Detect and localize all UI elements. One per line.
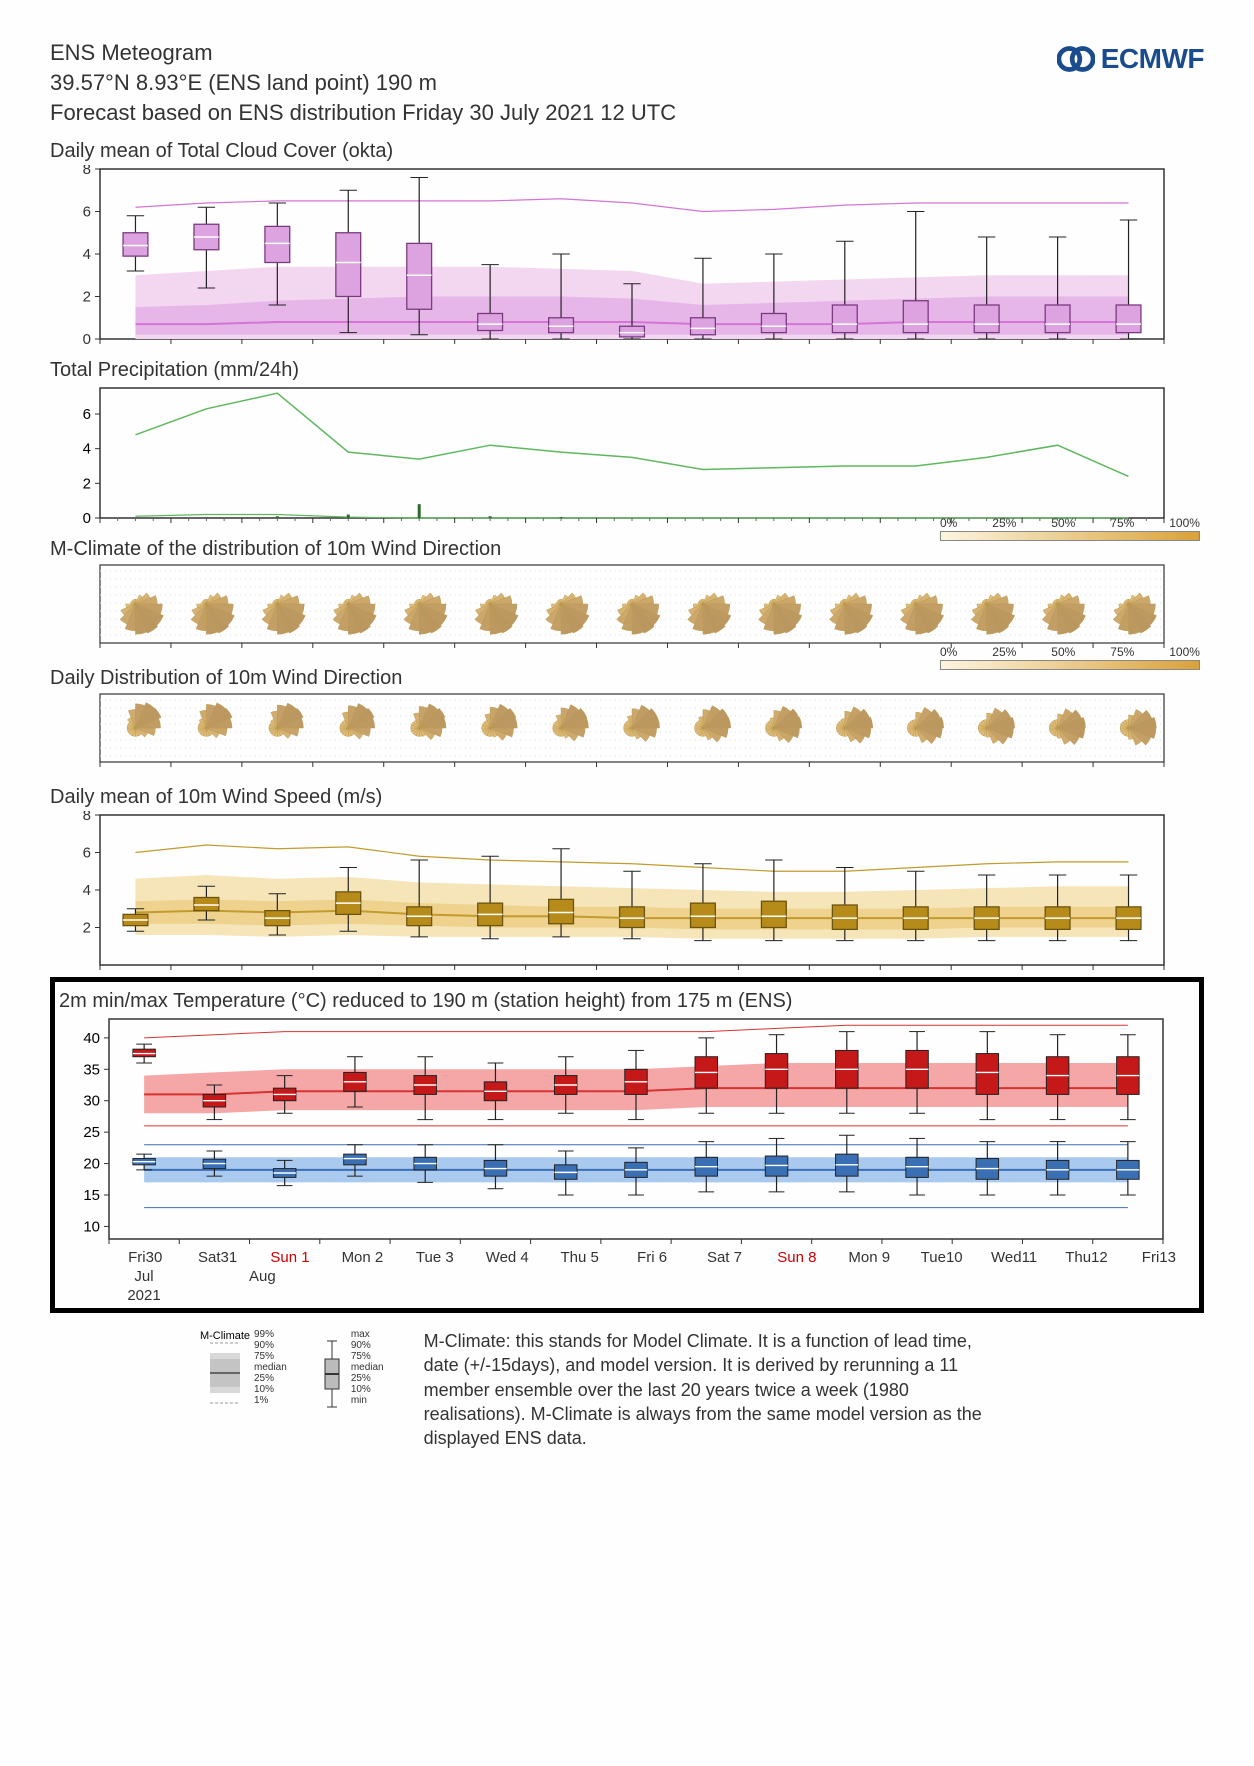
svg-text:35: 35 (83, 1061, 100, 1078)
svg-text:0: 0 (83, 510, 91, 524)
precip-title: Total Precipitation (mm/24h) (50, 359, 1204, 382)
temperature-highlight-box: 2m min/max Temperature (°C) reduced to 1… (50, 977, 1204, 1313)
wind-daily-chart (50, 692, 1170, 772)
temp-title: 2m min/max Temperature (°C) reduced to 1… (59, 990, 1195, 1013)
svg-text:4: 4 (83, 246, 91, 263)
svg-text:6: 6 (83, 406, 91, 423)
footer: M-Climate 99%90%75%median25%10%1% max90%… (50, 1329, 1204, 1450)
svg-text:6: 6 (83, 845, 91, 862)
svg-text:25: 25 (83, 1124, 100, 1141)
svg-text:M-Climate: M-Climate (200, 1330, 250, 1342)
cloud-title: Daily mean of Total Cloud Cover (okta) (50, 140, 1204, 163)
ecmwf-logo-text: ECMWF (1101, 43, 1204, 75)
xaxis-months: JulAug (109, 1268, 1195, 1285)
svg-text:6: 6 (83, 204, 91, 221)
svg-text:10: 10 (83, 1218, 100, 1235)
mclimate-legend: M-Climate 99%90%75%median25%10%1% (200, 1329, 287, 1450)
footer-text: M-Climate: this stands for Model Climate… (424, 1329, 1004, 1450)
wind-mclimate-chart (50, 563, 1170, 653)
svg-text:4: 4 (83, 882, 91, 899)
gradient-legend-1: 0%25%50%75%100% (940, 516, 1200, 541)
svg-text:15: 15 (83, 1187, 100, 1204)
xaxis-days: Fri30Sat31Sun 1Mon 2Tue 3Wed 4Thu 5Fri 6… (109, 1249, 1195, 1266)
temp-chart: 10 15 20 25 30 35 40 (59, 1015, 1169, 1245)
wind-daily-title: Daily Distribution of 10m Wind Direction (50, 667, 1204, 690)
svg-text:2: 2 (83, 289, 91, 306)
svg-text:0: 0 (83, 331, 91, 345)
svg-text:20: 20 (83, 1156, 100, 1173)
header-title-1: ENS Meteogram (50, 40, 1204, 66)
svg-text:2: 2 (83, 475, 91, 492)
svg-text:8: 8 (83, 165, 91, 178)
precip-chart: 0 2 4 6 (50, 384, 1170, 524)
ecmwf-logo: ECMWF (1057, 40, 1204, 78)
header-title-2: 39.57°N 8.93°E (ENS land point) 190 m (50, 70, 1204, 96)
svg-text:30: 30 (83, 1093, 100, 1110)
header-title-3: Forecast based on ENS distribution Frida… (50, 100, 1204, 126)
windspeed-chart: 2 4 6 8 (50, 811, 1170, 971)
xaxis-year: 2021 (109, 1287, 1195, 1304)
box-legend: max90%75%median25%10%min (317, 1329, 384, 1450)
cloud-chart: 0 2 4 6 8 (50, 165, 1170, 345)
svg-text:40: 40 (83, 1030, 100, 1047)
ecmwf-logo-icon (1057, 40, 1095, 78)
wind-mclimate-title: M-Climate of the distribution of 10m Win… (50, 538, 1204, 561)
svg-text:8: 8 (83, 811, 91, 824)
svg-text:4: 4 (83, 441, 91, 458)
svg-text:2: 2 (83, 920, 91, 937)
windspeed-title: Daily mean of 10m Wind Speed (m/s) (50, 786, 1204, 809)
gradient-legend-2: 0%25%50%75%100% (940, 645, 1200, 670)
